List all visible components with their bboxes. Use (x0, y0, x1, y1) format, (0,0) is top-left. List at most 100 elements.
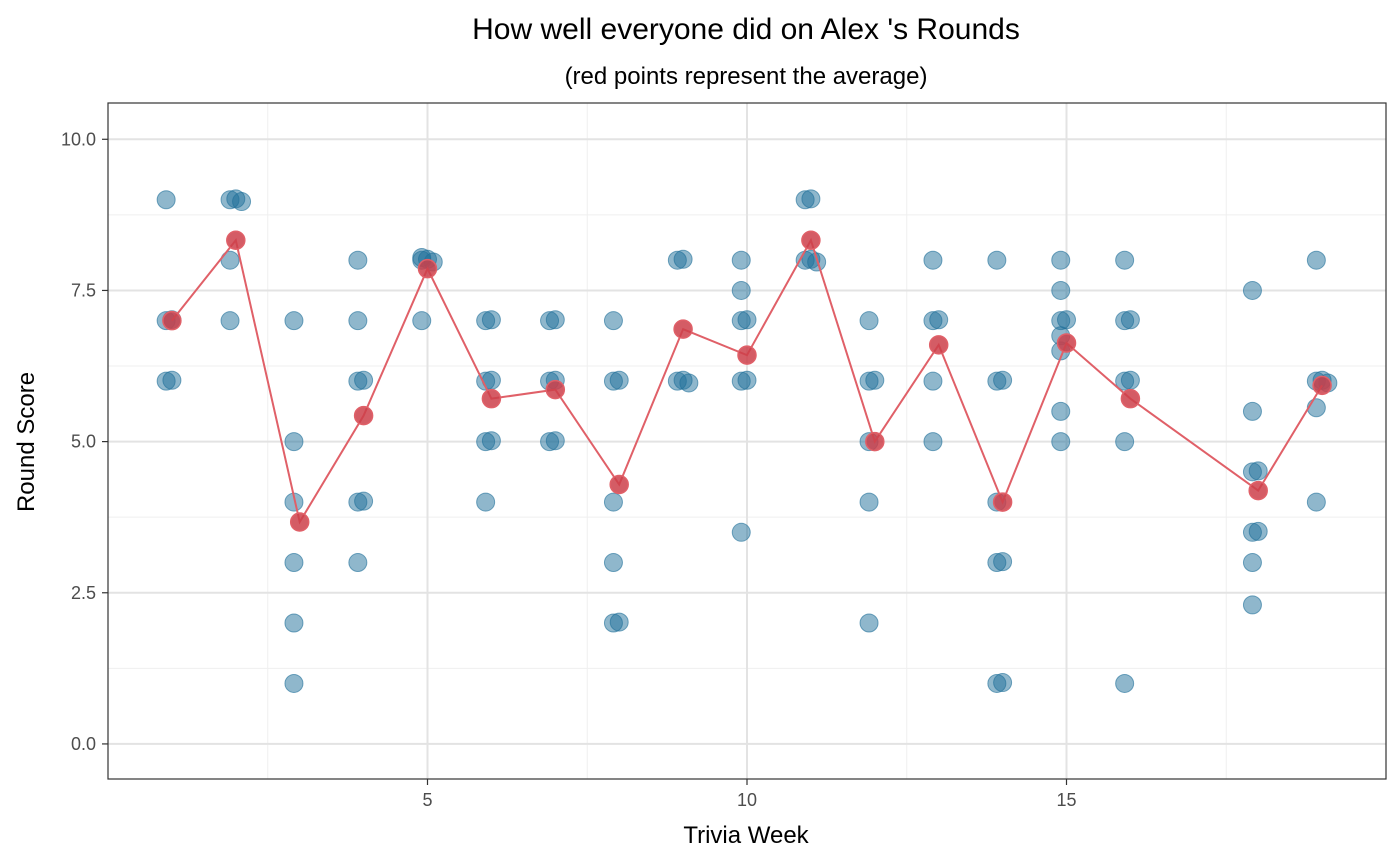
average-line (171, 237, 1323, 525)
score-point (993, 370, 1013, 390)
score-point (476, 492, 496, 512)
score-point (731, 250, 751, 270)
score-point (1242, 280, 1262, 300)
average-point (353, 405, 374, 426)
score-point (232, 192, 252, 212)
score-point (412, 311, 432, 331)
score-point (348, 250, 368, 270)
score-point (1057, 310, 1076, 330)
average-point (162, 310, 182, 331)
chart-title: How well everyone did on Alex 's Rounds (472, 13, 1020, 46)
score-point (609, 370, 629, 390)
score-point (603, 311, 623, 331)
score-point (1115, 432, 1135, 452)
score-point (859, 492, 879, 512)
score-point (348, 553, 368, 573)
average-series (162, 230, 1332, 532)
average-point (609, 474, 629, 495)
score-point (603, 553, 623, 573)
score-point (731, 280, 751, 300)
score-point (1306, 492, 1326, 512)
y-tick-label: 0.0 (71, 734, 96, 754)
average-point (545, 379, 566, 400)
score-point (1242, 595, 1262, 615)
score-point (1248, 461, 1268, 481)
average-point (481, 388, 502, 409)
score-point (162, 370, 182, 390)
y-tick-label: 7.5 (71, 280, 96, 300)
average-point (801, 230, 821, 251)
score-point (993, 552, 1013, 572)
score-point (1051, 280, 1071, 300)
score-point (923, 432, 943, 452)
score-point (348, 311, 368, 331)
x-tick-label: 10 (737, 790, 757, 810)
score-point (1051, 250, 1071, 270)
score-point (929, 310, 949, 330)
score-point (284, 553, 304, 573)
score-point (923, 371, 943, 391)
x-tick-label: 15 (1056, 790, 1076, 810)
average-point (1120, 388, 1141, 409)
score-point (865, 370, 885, 390)
average-point (1056, 333, 1077, 353)
score-point (987, 250, 1007, 270)
score-point (993, 673, 1013, 693)
grid-major (108, 103, 1386, 779)
score-point (923, 250, 943, 270)
score-point (807, 252, 827, 272)
score-point (284, 311, 304, 331)
average-point (226, 230, 246, 251)
score-point (1051, 432, 1071, 452)
chart-subtitle: (red points represent the average) (565, 63, 928, 90)
score-point (859, 311, 879, 331)
score-point (737, 310, 757, 330)
score-point (545, 310, 565, 330)
score-point (1120, 310, 1140, 330)
score-point (220, 311, 240, 331)
score-point (801, 189, 821, 209)
score-point (1306, 398, 1326, 418)
score-point (284, 432, 304, 452)
x-axis-title: Trivia Week (683, 822, 809, 849)
score-point (1051, 401, 1071, 421)
score-point (156, 190, 176, 210)
score-point (545, 431, 565, 451)
average-point (865, 431, 885, 452)
score-point (481, 431, 501, 451)
score-point (1120, 370, 1140, 390)
score-point (679, 373, 699, 393)
average-point (673, 319, 693, 339)
y-tick-label: 5.0 (71, 432, 96, 452)
score-point (609, 612, 629, 632)
x-tick-label: 5 (422, 790, 432, 810)
score-point (481, 310, 501, 330)
score-point (1242, 401, 1262, 421)
score-point (1248, 521, 1268, 541)
average-point (289, 512, 310, 532)
score-point (1242, 553, 1262, 573)
average-point (417, 258, 438, 279)
score-point (731, 522, 751, 542)
y-axis-title: Round Score (13, 372, 40, 512)
average-point (1312, 375, 1332, 396)
y-axis-ticks: 0.0 2.5 5.0 7.5 10.0 (61, 129, 108, 754)
average-point (928, 335, 949, 355)
average-point (992, 492, 1013, 512)
score-point (603, 492, 623, 512)
score-point (1115, 673, 1135, 693)
average-point (1248, 480, 1268, 501)
score-point (354, 370, 374, 390)
score-point (284, 673, 304, 693)
average-point (737, 345, 757, 365)
score-point (737, 370, 757, 390)
score-point (859, 613, 879, 633)
x-axis-ticks: 5 10 15 (422, 779, 1077, 810)
score-point (673, 249, 693, 269)
score-point (1115, 250, 1135, 270)
score-point (284, 613, 304, 633)
score-point (354, 491, 374, 511)
score-point (1306, 250, 1326, 270)
y-tick-label: 10.0 (61, 129, 96, 149)
